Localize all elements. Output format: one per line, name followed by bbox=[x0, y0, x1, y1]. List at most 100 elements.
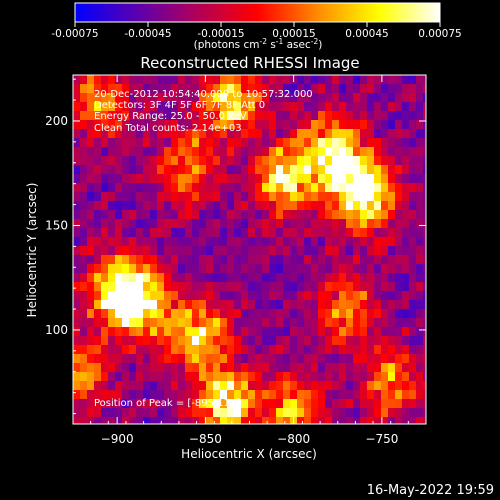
heatmap-cell bbox=[234, 372, 242, 382]
heatmap-cell bbox=[164, 102, 172, 112]
heatmap-cell bbox=[346, 327, 354, 337]
heatmap-cell bbox=[108, 237, 116, 247]
heatmap-cell bbox=[94, 408, 102, 418]
heatmap-cell bbox=[311, 138, 319, 148]
heatmap-cell bbox=[402, 219, 410, 229]
heatmap-cell bbox=[115, 255, 123, 265]
heatmap-cell bbox=[290, 354, 298, 364]
heatmap-cell bbox=[283, 75, 291, 85]
heatmap-cell bbox=[241, 75, 249, 85]
heatmap-cell bbox=[290, 327, 298, 337]
heatmap-cell bbox=[283, 84, 291, 94]
heatmap-cell bbox=[136, 363, 144, 373]
heatmap-cell bbox=[248, 399, 256, 409]
heatmap-cell bbox=[122, 75, 130, 85]
heatmap-cell bbox=[339, 264, 347, 274]
heatmap-cell bbox=[276, 201, 284, 211]
heatmap-cell bbox=[297, 120, 305, 130]
heatmap-cell bbox=[234, 75, 242, 85]
heatmap-cell bbox=[325, 138, 333, 148]
heatmap-cell bbox=[381, 246, 389, 256]
heatmap-cell bbox=[220, 282, 228, 292]
heatmap-cell bbox=[402, 381, 410, 391]
heatmap-cell bbox=[80, 282, 88, 292]
heatmap-cell bbox=[192, 237, 200, 247]
heatmap-cell bbox=[206, 300, 214, 310]
heatmap-cell bbox=[115, 408, 123, 418]
heatmap-cell bbox=[311, 201, 319, 211]
heatmap-cell bbox=[304, 291, 312, 301]
heatmap-cell bbox=[157, 282, 165, 292]
heatmap-cell bbox=[353, 255, 361, 265]
heatmap-cell bbox=[304, 327, 312, 337]
heatmap-cell bbox=[87, 219, 95, 229]
heatmap-cell bbox=[304, 219, 312, 229]
heatmap-cell bbox=[241, 102, 249, 112]
heatmap-cell bbox=[185, 273, 193, 283]
heatmap-cell bbox=[339, 174, 347, 184]
heatmap-cell bbox=[360, 273, 368, 283]
heatmap-cell bbox=[185, 129, 193, 139]
heatmap-cell bbox=[206, 129, 214, 139]
x-tick-label: −900 bbox=[101, 432, 134, 446]
heatmap-cell bbox=[241, 129, 249, 139]
heatmap-cell bbox=[332, 336, 340, 346]
heatmap-cell bbox=[255, 237, 263, 247]
heatmap-cell bbox=[381, 336, 389, 346]
heatmap-cell bbox=[115, 336, 123, 346]
heatmap-cell bbox=[423, 273, 426, 283]
heatmap-cell bbox=[325, 246, 333, 256]
heatmap-cell bbox=[381, 255, 389, 265]
heatmap-cell bbox=[150, 390, 158, 400]
heatmap-cell bbox=[262, 408, 270, 418]
heatmap-cell bbox=[360, 318, 368, 328]
heatmap-cell bbox=[143, 381, 151, 391]
heatmap-cell bbox=[360, 354, 368, 364]
heatmap-cell bbox=[108, 354, 116, 364]
heatmap-cell bbox=[311, 84, 319, 94]
heatmap-cell bbox=[318, 300, 326, 310]
heatmap-cell bbox=[262, 354, 270, 364]
heatmap-cell bbox=[388, 372, 396, 382]
heatmap-cell bbox=[185, 399, 193, 409]
heatmap-cell bbox=[150, 300, 158, 310]
heatmap-cell bbox=[388, 291, 396, 301]
heatmap-cell bbox=[192, 291, 200, 301]
heatmap-cell bbox=[248, 93, 256, 103]
heatmap-cell bbox=[297, 273, 305, 283]
heatmap-cell bbox=[129, 93, 137, 103]
heatmap-cell bbox=[276, 174, 284, 184]
heatmap-cell bbox=[234, 192, 242, 202]
heatmap-cell bbox=[290, 300, 298, 310]
heatmap-cell bbox=[241, 390, 249, 400]
heatmap-cell bbox=[143, 111, 151, 121]
heatmap-cell bbox=[178, 165, 186, 175]
heatmap-cell bbox=[220, 102, 228, 112]
heatmap-cell bbox=[269, 219, 277, 229]
heatmap-cell bbox=[234, 138, 242, 148]
heatmap-cell bbox=[409, 417, 417, 424]
heatmap-cell bbox=[255, 93, 263, 103]
heatmap-cell bbox=[409, 174, 417, 184]
heatmap-cell bbox=[199, 318, 207, 328]
heatmap-cell bbox=[423, 102, 426, 112]
heatmap-cell bbox=[192, 165, 200, 175]
heatmap-cell bbox=[164, 336, 172, 346]
heatmap-cell bbox=[248, 282, 256, 292]
heatmap-cell bbox=[416, 381, 424, 391]
heatmap-cell bbox=[339, 255, 347, 265]
heatmap-cell bbox=[402, 399, 410, 409]
heatmap-cell bbox=[129, 156, 137, 166]
heatmap-cell bbox=[192, 309, 200, 319]
heatmap-cell bbox=[381, 219, 389, 229]
heatmap-cell bbox=[339, 210, 347, 220]
heatmap-cell bbox=[178, 264, 186, 274]
heatmap-cell bbox=[339, 192, 347, 202]
heatmap-cell bbox=[276, 417, 284, 424]
heatmap-cell bbox=[381, 75, 389, 85]
heatmap-cell bbox=[255, 138, 263, 148]
heatmap-cell bbox=[178, 246, 186, 256]
heatmap-cell bbox=[332, 147, 340, 157]
heatmap-cell bbox=[227, 264, 235, 274]
heatmap-cell bbox=[220, 129, 228, 139]
